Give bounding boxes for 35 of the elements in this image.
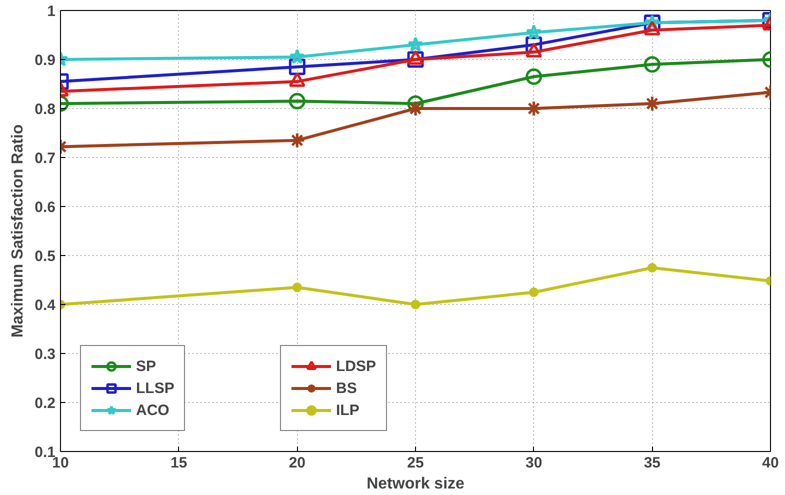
x-tick-label: 30 [525, 454, 542, 472]
point [288, 92, 306, 110]
x-tick-label: 25 [407, 454, 424, 472]
y-tick-label: 0.4 [34, 297, 56, 314]
point [529, 288, 539, 297]
x-tick-label: 35 [644, 454, 661, 472]
point [526, 24, 542, 40]
y-tick-label: 0.3 [34, 346, 56, 363]
x-tick-label: 20 [288, 454, 306, 472]
legend-label: LLSP [136, 380, 174, 396]
point [288, 132, 306, 149]
point [644, 95, 660, 112]
legend-label: ILP [336, 402, 360, 418]
y-tick-label: 0.6 [34, 199, 56, 216]
y-tick-label: 0.5 [34, 248, 56, 265]
x-tick-label: 40 [762, 454, 779, 472]
y-tick-label: 0.7 [34, 150, 56, 167]
legend-label: LDSP [336, 358, 376, 374]
y-tick-label: 0.2 [34, 395, 56, 412]
y-axis-title: Maximum Satisfaction Ratio [10, 124, 27, 338]
point [289, 48, 306, 64]
legend-label: BS [336, 380, 357, 396]
x-tick-label: 15 [170, 454, 188, 472]
y-tick-label: 0.8 [34, 101, 56, 118]
point [526, 68, 542, 85]
point [408, 36, 424, 52]
legend-label: ACO [136, 402, 170, 418]
y-tick-label: 0.9 [34, 52, 56, 69]
point [644, 56, 660, 73]
point [410, 300, 420, 310]
legend-label: SP [136, 358, 156, 374]
y-tick-label: 1 [47, 3, 56, 20]
point [647, 263, 657, 272]
point [292, 282, 302, 292]
x-axis-title: Network size [366, 476, 465, 492]
